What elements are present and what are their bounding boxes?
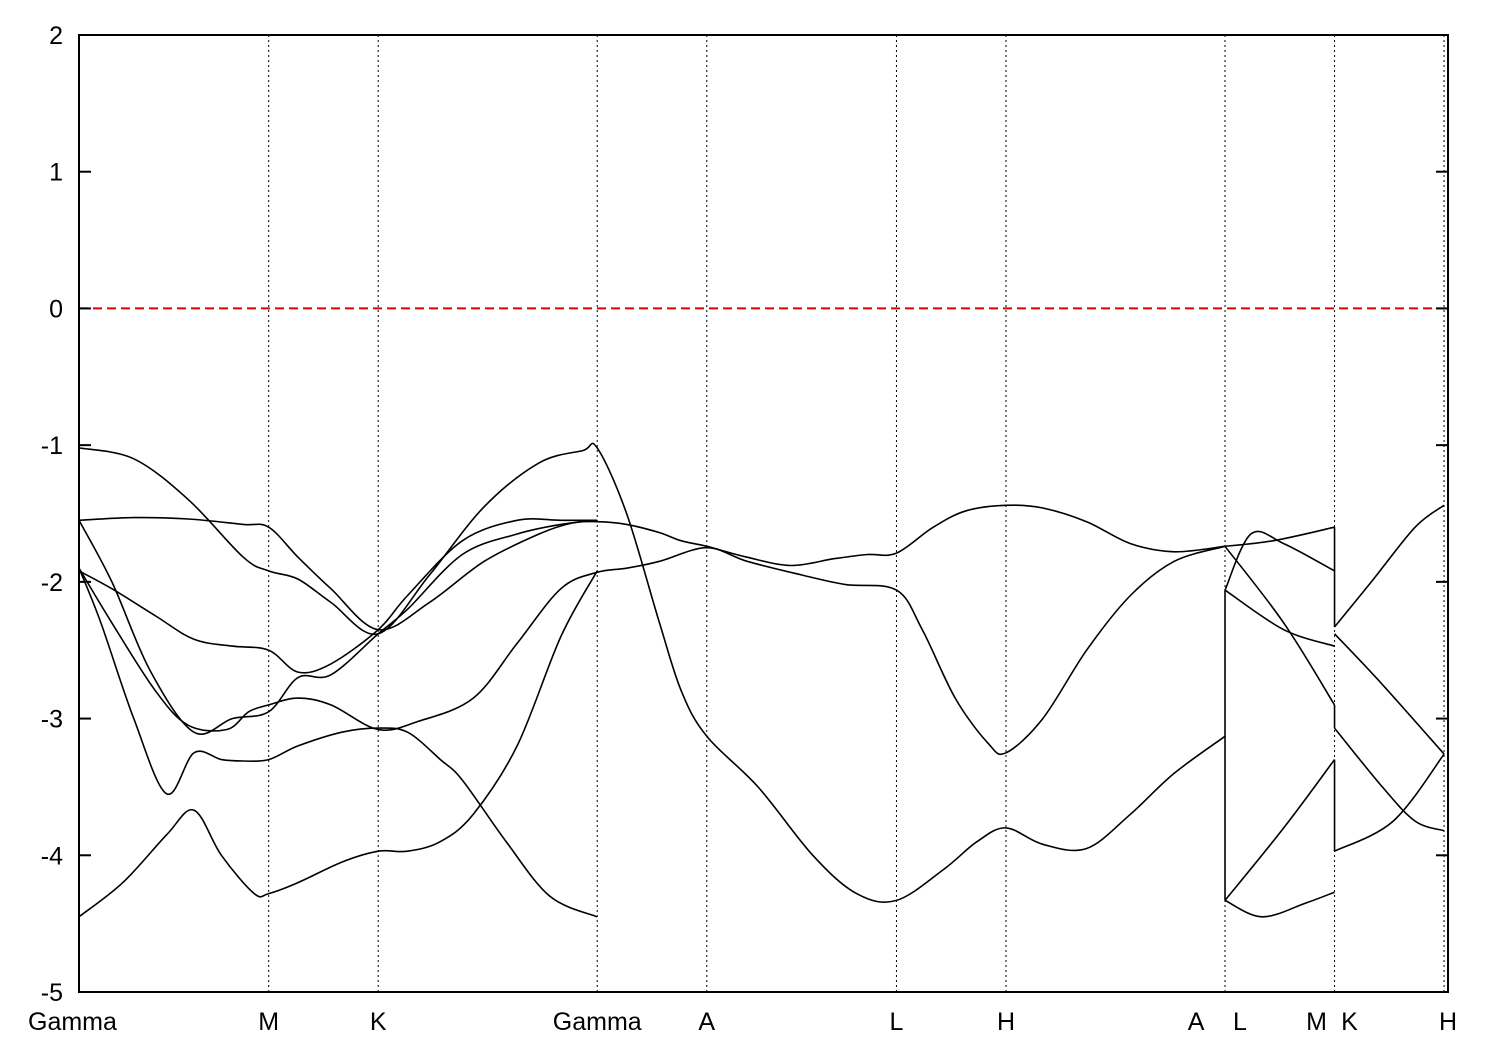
x-tick-label: L <box>890 1008 904 1036</box>
band-line <box>78 567 598 918</box>
band-line <box>1224 589 1335 647</box>
x-tick-label: A <box>1188 1008 1205 1036</box>
band-line <box>78 442 1226 903</box>
x-axis: Gamma M K Gamma A L H A L M K H <box>28 1008 1457 1036</box>
band-line <box>78 545 1226 756</box>
band-line <box>1224 759 1336 901</box>
band-line <box>1333 633 1445 755</box>
x-tick-label: A <box>698 1008 715 1036</box>
band-line <box>78 519 598 735</box>
band-line <box>1224 530 1335 591</box>
y-tick-label: 1 <box>49 159 63 187</box>
x-tick-label: K <box>370 1008 387 1036</box>
band-lines <box>78 442 1445 918</box>
x-tick-label: H <box>1439 1008 1457 1036</box>
band-line <box>78 504 1226 631</box>
x-tick-label: M <box>1306 1008 1327 1036</box>
x-tick-label: L <box>1233 1008 1247 1036</box>
band-line <box>78 570 598 918</box>
x-tick-label: Gamma <box>553 1008 642 1036</box>
x-tick-label: Gamma <box>28 1008 117 1036</box>
y-tick-label: 0 <box>49 295 63 323</box>
y-tick-label: -1 <box>41 432 63 460</box>
band-line <box>1334 753 1445 852</box>
y-tick-label: -4 <box>41 842 63 870</box>
band-line <box>1224 545 1336 706</box>
band-line <box>1224 526 1335 548</box>
band-line <box>78 518 598 674</box>
x-tick-label: K <box>1341 1008 1358 1036</box>
y-tick-label: -3 <box>41 706 63 734</box>
y-tick-label: -5 <box>41 979 63 1007</box>
band-line <box>1333 504 1445 628</box>
y-tick-label: -2 <box>41 569 63 597</box>
band-line <box>1333 727 1445 832</box>
plot-frame <box>78 34 1449 993</box>
y-tick-label: 2 <box>49 22 63 50</box>
x-tick-label: M <box>258 1008 279 1036</box>
x-tick-label: H <box>997 1008 1015 1036</box>
band-line <box>1224 891 1335 918</box>
